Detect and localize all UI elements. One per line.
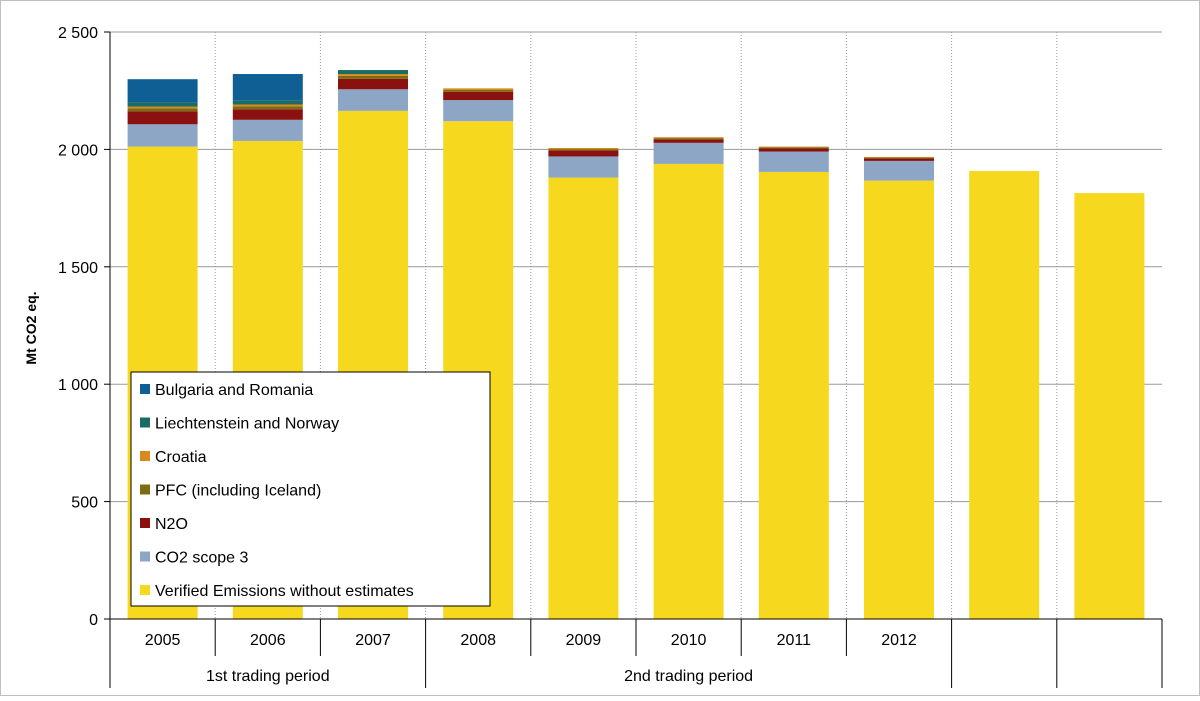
bar-segment bbox=[758, 151, 829, 172]
legend-swatch bbox=[140, 417, 150, 428]
bar-segment bbox=[653, 137, 724, 139]
x-tick-label: 2007 bbox=[355, 632, 391, 649]
x-tick-label: 2010 bbox=[671, 632, 707, 649]
bar-segment bbox=[548, 177, 619, 620]
bar-segment bbox=[864, 160, 934, 181]
y-axis-label: Mt CO2 eq. bbox=[23, 291, 39, 364]
legend-label: CO2 scope 3 bbox=[155, 550, 248, 567]
legend-label: PFC (including Iceland) bbox=[155, 483, 321, 500]
legend-swatch bbox=[140, 384, 150, 394]
bar-segment bbox=[232, 106, 303, 110]
x-tick-label: 2009 bbox=[566, 632, 602, 649]
bar-segment bbox=[443, 89, 514, 92]
legend-label: N2O bbox=[155, 516, 188, 533]
bar-segment bbox=[443, 100, 514, 122]
legend-label: Croatia bbox=[155, 449, 207, 466]
bar-segment bbox=[232, 104, 303, 107]
y-tick-label: 2 000 bbox=[58, 142, 98, 159]
legend-swatch bbox=[140, 451, 150, 461]
bar-segment bbox=[548, 156, 619, 178]
x-axis-table: 2005 2006 2007 2008 2009 2010 2011 2012 1st trad… bbox=[109, 619, 1163, 688]
bar-segment bbox=[338, 70, 408, 75]
bar-segment bbox=[127, 79, 198, 103]
legend-label: Bulgaria and Romania bbox=[155, 382, 313, 399]
legend-swatch bbox=[140, 551, 150, 562]
period-label: 1st trading period bbox=[206, 668, 330, 685]
bar-segment bbox=[758, 146, 829, 148]
legend-label: Verified Emissions without estimates bbox=[155, 583, 414, 600]
bar-segment bbox=[548, 150, 619, 157]
legend-box bbox=[130, 371, 491, 607]
bar-segment bbox=[758, 148, 829, 152]
bar-segment bbox=[548, 147, 619, 150]
x-tick-label: 2008 bbox=[460, 632, 496, 649]
bar-segment bbox=[232, 119, 303, 141]
bar-segment bbox=[338, 75, 408, 79]
bar-segment bbox=[338, 74, 408, 76]
bar-segment bbox=[653, 138, 724, 140]
y-tick-label: 2 500 bbox=[58, 25, 98, 42]
bar-segment bbox=[232, 109, 303, 120]
legend-label: Liechtenstein and Norway bbox=[155, 416, 339, 433]
legend: Bulgaria and Romania Liechtenstein and No… bbox=[130, 371, 491, 607]
legend-swatch bbox=[140, 585, 150, 595]
x-tick-label: 2005 bbox=[145, 632, 181, 649]
x-tick-label: 2012 bbox=[881, 632, 917, 649]
period-label: 2nd trading period bbox=[624, 668, 753, 685]
bar-segment bbox=[127, 108, 198, 112]
bar-segment bbox=[338, 78, 408, 90]
bar-segment bbox=[758, 147, 829, 149]
bar-segment bbox=[127, 102, 198, 107]
bar-segment bbox=[653, 139, 724, 143]
y-tick-label: 1 500 bbox=[58, 260, 98, 277]
bar-segment bbox=[548, 149, 619, 151]
bar-segment bbox=[443, 91, 514, 101]
bar-segment bbox=[338, 89, 408, 111]
legend-swatch bbox=[140, 518, 150, 528]
bar-segment bbox=[127, 106, 198, 109]
y-tick-label: 0 bbox=[89, 612, 98, 629]
bar-segment bbox=[969, 171, 1040, 620]
bar-segment bbox=[864, 158, 934, 161]
bar-segment bbox=[232, 100, 303, 105]
x-tick-label: 2006 bbox=[250, 632, 286, 649]
bar-segment bbox=[864, 180, 934, 619]
y-tick-label: 1 000 bbox=[58, 377, 98, 394]
bar-segment bbox=[443, 88, 514, 90]
bar-segment bbox=[758, 171, 829, 619]
bar-segment bbox=[127, 124, 198, 147]
x-tick-label: 2011 bbox=[777, 632, 812, 649]
bar-segment bbox=[127, 111, 198, 125]
legend-swatch bbox=[140, 484, 150, 495]
bar-segment bbox=[653, 163, 724, 620]
bar-segment bbox=[864, 157, 934, 159]
bar-segment bbox=[232, 74, 303, 101]
bar-segment bbox=[1074, 193, 1145, 619]
bar-segment bbox=[653, 142, 724, 164]
bar-segment bbox=[864, 156, 934, 158]
y-tick-labels: 0 500 1 000 1 500 2 000 2 500 bbox=[58, 25, 98, 629]
y-tick-label: 500 bbox=[71, 495, 98, 512]
